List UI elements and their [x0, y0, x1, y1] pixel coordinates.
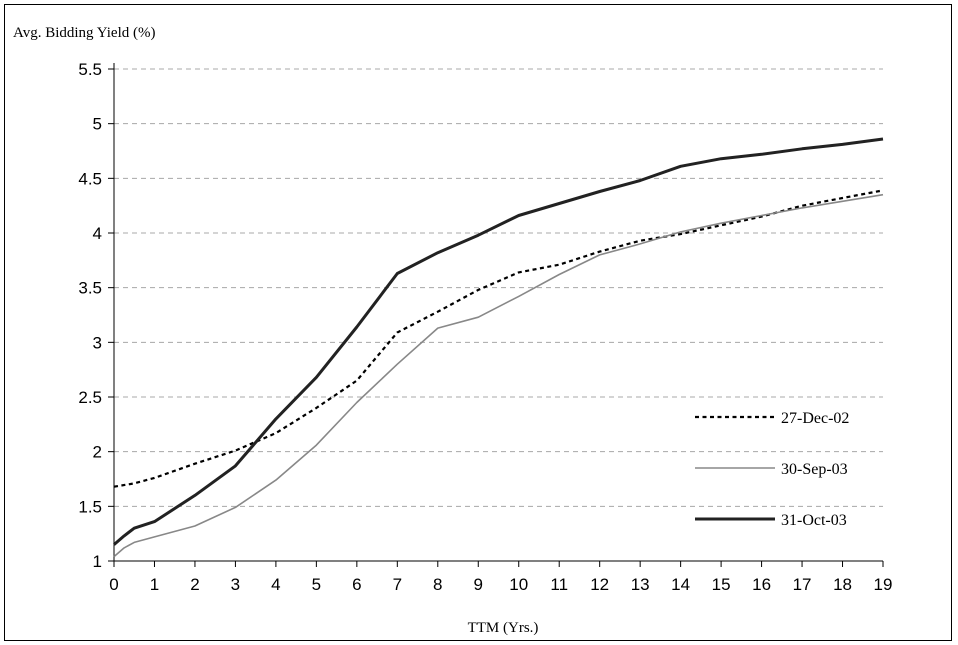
- line-chart: Avg. Bidding Yield (%) TTM (Yrs.) 1 1.5 2 2…: [13, 25, 892, 636]
- y-tick-label: 4: [93, 224, 102, 243]
- gridlines: [114, 68, 883, 507]
- x-tick-label: 14: [671, 575, 690, 594]
- y-tick-label: 1: [93, 552, 102, 571]
- y-tick-label: 3: [93, 333, 102, 352]
- x-tick-label: 7: [393, 575, 402, 594]
- y-tick-label: 1.5: [78, 497, 102, 516]
- x-tick-label: 9: [474, 575, 483, 594]
- x-tick-label: 13: [631, 575, 650, 594]
- series-line-27-dec-02: [113, 189, 884, 488]
- y-tick-label: 3.5: [78, 279, 102, 298]
- x-ticks: 0 1 2 3 4 5 6 7 8 9 10 11 12 13 14 15 16 17 18 19: [109, 561, 892, 594]
- x-tick-label: 17: [793, 575, 812, 594]
- y-tick-label: 5: [93, 115, 102, 134]
- y-tick-label: 2: [93, 443, 102, 462]
- legend: 27-Dec-02 30-Sep-03 31-Oct-03: [695, 410, 849, 529]
- x-tick-label: 0: [109, 575, 118, 594]
- x-tick-label: 3: [231, 575, 240, 594]
- x-tick-label: 11: [550, 575, 568, 594]
- y-tick-label: 2.5: [78, 388, 102, 407]
- y-tick-label: 5.5: [78, 60, 102, 79]
- series-lines: [113, 137, 884, 558]
- x-tick-label: 15: [712, 575, 731, 594]
- x-tick-label: 16: [752, 575, 771, 594]
- series-line-31-oct-03: [113, 137, 884, 546]
- series-line-30-sep-03: [113, 193, 884, 558]
- x-tick-label: 4: [271, 575, 280, 594]
- chart-frame: Avg. Bidding Yield (%) TTM (Yrs.) 1 1.5 2 2…: [4, 4, 952, 641]
- y-ticks: 1 1.5 2 2.5 3 3.5 4 4.5 5 5.5: [78, 60, 114, 571]
- x-axis-title: TTM (Yrs.): [468, 620, 539, 636]
- x-tick-label: 1: [150, 575, 159, 594]
- y-tick-label: 4.5: [78, 169, 102, 188]
- x-tick-label: 5: [312, 575, 321, 594]
- legend-label: 30-Sep-03: [781, 461, 848, 478]
- x-tick-label: 12: [590, 575, 609, 594]
- x-tick-label: 6: [352, 575, 361, 594]
- legend-label: 31-Oct-03: [781, 512, 847, 529]
- x-tick-label: 10: [509, 575, 528, 594]
- x-tick-label: 2: [190, 575, 199, 594]
- x-tick-label: 8: [433, 575, 442, 594]
- axes: [113, 63, 883, 562]
- y-axis-title: Avg. Bidding Yield (%): [13, 25, 156, 41]
- legend-label: 27-Dec-02: [781, 410, 849, 427]
- x-tick-label: 18: [833, 575, 852, 594]
- x-tick-label: 19: [874, 575, 893, 594]
